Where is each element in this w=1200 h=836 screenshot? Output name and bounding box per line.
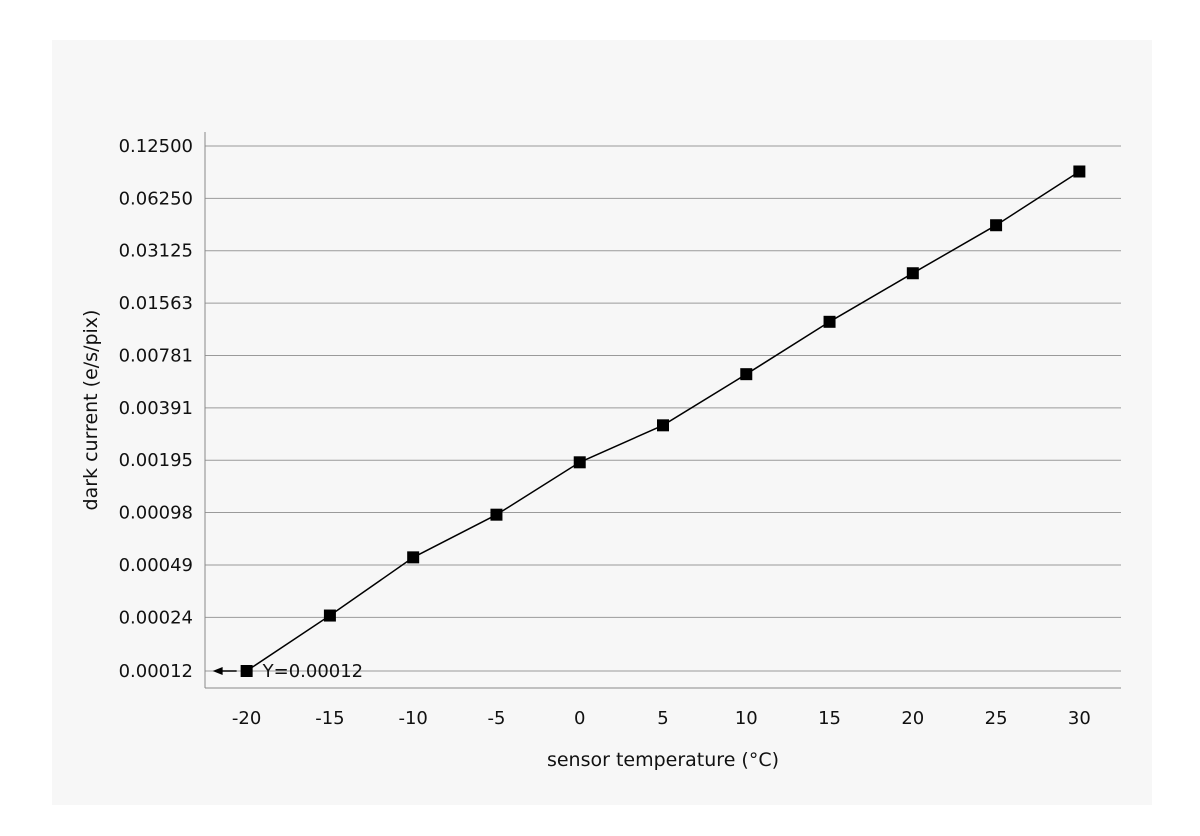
data-point-marker: [1073, 165, 1086, 178]
dark-current-chart: 0.00012 0.00024 0.00049 0.00098 0.00195 0.003…: [80, 132, 1121, 771]
y-tick-label: 0.06250: [119, 188, 193, 209]
x-tick-label: 15: [818, 708, 841, 729]
annotation-label: Y=0.00012: [262, 661, 364, 682]
data-point-marker: [823, 315, 836, 328]
y-axis-title: dark current (e/s/pix): [80, 310, 102, 511]
x-tick-label: 25: [985, 708, 1008, 729]
series-group: [240, 165, 1086, 677]
data-point-marker: [490, 508, 503, 521]
y-tick-label: 0.00391: [119, 398, 193, 419]
x-tick-label: -15: [315, 708, 344, 729]
x-tick-label: -5: [487, 708, 505, 729]
grid-lines: [205, 145, 1121, 672]
data-point-marker: [240, 665, 253, 677]
data-point-marker: [657, 419, 669, 432]
data-point-marker: [573, 456, 586, 469]
y-tick-label: 0.00012: [119, 661, 193, 682]
y-tick-label: 0.00781: [119, 345, 193, 366]
x-tick-label: -20: [232, 708, 261, 729]
x-axis-title: sensor temperature (°C): [547, 749, 779, 771]
chart-panel: 0.00012 0.00024 0.00049 0.00098 0.00195 0.003…: [52, 40, 1152, 805]
data-point-marker: [407, 551, 420, 564]
x-tick-label: -10: [398, 708, 427, 729]
data-point-marker: [990, 219, 1003, 232]
x-tick-label: 20: [901, 708, 924, 729]
y-tick-labels: 0.00012 0.00024 0.00049 0.00098 0.00195 0.003…: [119, 136, 193, 682]
x-tick-labels: -20 -15 -10 -5 0 5 10 15 20 25 30: [232, 708, 1091, 729]
y-tick-label: 0.00024: [119, 607, 193, 628]
y-tick-label: 0.03125: [119, 241, 193, 262]
y-tick-label: 0.00098: [119, 503, 193, 524]
x-tick-label: 5: [657, 708, 668, 729]
y-tick-label: 0.00195: [119, 450, 193, 471]
annotations: Y=0.00012: [212, 661, 364, 682]
axes: [204, 132, 1121, 689]
y-tick-label: 0.01563: [119, 293, 193, 314]
data-point-marker: [323, 609, 336, 622]
y-tick-label: 0.00049: [119, 555, 193, 576]
y-tick-label: 0.12500: [119, 136, 193, 157]
x-tick-label: 30: [1068, 708, 1091, 729]
data-point-marker: [906, 267, 919, 280]
x-tick-label: 10: [735, 708, 758, 729]
x-tick-label: 0: [574, 708, 585, 729]
data-point-marker: [740, 368, 753, 381]
annotation-arrow-head: [212, 667, 223, 675]
